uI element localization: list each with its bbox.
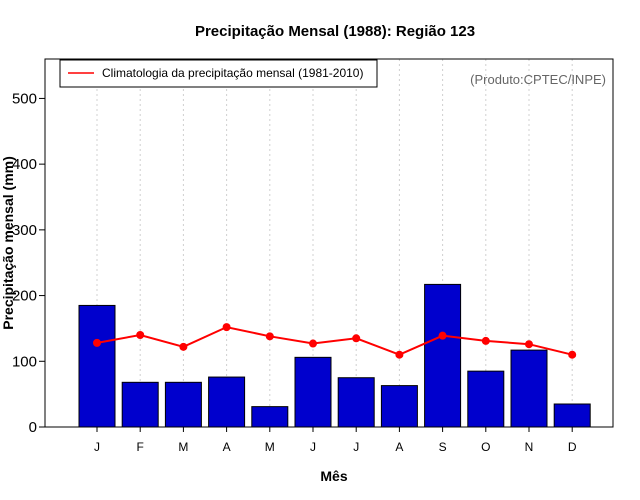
chart-title: Precipitação Mensal (1988): Região 123 <box>195 23 475 40</box>
y-tick-label-500: 500 <box>12 90 37 107</box>
climatology-point-10 <box>481 336 490 345</box>
y-tick-label-0: 0 <box>29 419 37 436</box>
climatology-point-1 <box>93 338 101 347</box>
x-tick-label-3: M <box>178 440 188 454</box>
bar-9 <box>424 283 462 428</box>
y-axis: 0 100 200 300 400 500 <box>12 90 45 436</box>
bar-5 <box>251 406 289 428</box>
climatology-point-3 <box>179 342 188 351</box>
bar-11 <box>510 349 548 428</box>
climatology-point-11 <box>525 340 533 349</box>
legend-box <box>59 59 378 88</box>
climatology-point-9 <box>438 331 447 340</box>
climatology-point-12 <box>568 350 577 359</box>
x-tick-label-6: J <box>310 440 316 454</box>
bar-7 <box>337 377 375 428</box>
x-tick-label-2: F <box>137 440 144 454</box>
climatology-point-4 <box>222 323 231 332</box>
x-tick-label-5: M <box>265 440 275 454</box>
x-tick-label-12: D <box>568 440 577 454</box>
x-tick-label-4: A <box>223 440 231 454</box>
climatology-point-7 <box>352 334 361 343</box>
climatology-point-5 <box>265 332 274 341</box>
x-tick-label-7: J <box>353 440 359 454</box>
x-tick-label-10: O <box>481 440 490 454</box>
y-tick-label-200: 200 <box>12 288 37 305</box>
plot-frame <box>44 58 614 428</box>
y-tick-label-100: 100 <box>12 353 37 370</box>
x-tick-label-1: J <box>94 440 100 454</box>
y-tick-label-400: 400 <box>12 156 37 173</box>
legend-label: Climatologia da precipitação mensal (198… <box>102 66 363 80</box>
climatology-line <box>96 326 573 356</box>
climatology-series <box>93 323 577 359</box>
bar-8 <box>380 385 418 428</box>
bar-4 <box>208 376 246 428</box>
bar-3 <box>164 381 202 428</box>
x-axis-title: Mês <box>320 468 347 484</box>
y-tick-label-300: 300 <box>12 222 37 239</box>
x-tick-label-11: N <box>525 440 534 454</box>
y-axis-title: Precipitação mensal (mm) <box>0 156 16 330</box>
climatology-point-6 <box>309 339 317 348</box>
bar-10 <box>467 370 505 428</box>
product-credit: (Produto:CPTEC/INPE) <box>470 72 606 87</box>
legend: Climatologia da precipitação mensal (198… <box>59 59 378 88</box>
climatology-point-8 <box>395 350 404 359</box>
bar-12 <box>553 403 591 428</box>
bar-6 <box>294 356 332 428</box>
climatology-point-2 <box>136 331 145 339</box>
grid-lines <box>96 59 573 427</box>
bar-1 <box>78 304 116 428</box>
x-tick-label-9: S <box>439 440 447 454</box>
bar-series <box>78 283 591 428</box>
bar-2 <box>121 381 159 428</box>
x-tick-label-8: A <box>395 440 403 454</box>
